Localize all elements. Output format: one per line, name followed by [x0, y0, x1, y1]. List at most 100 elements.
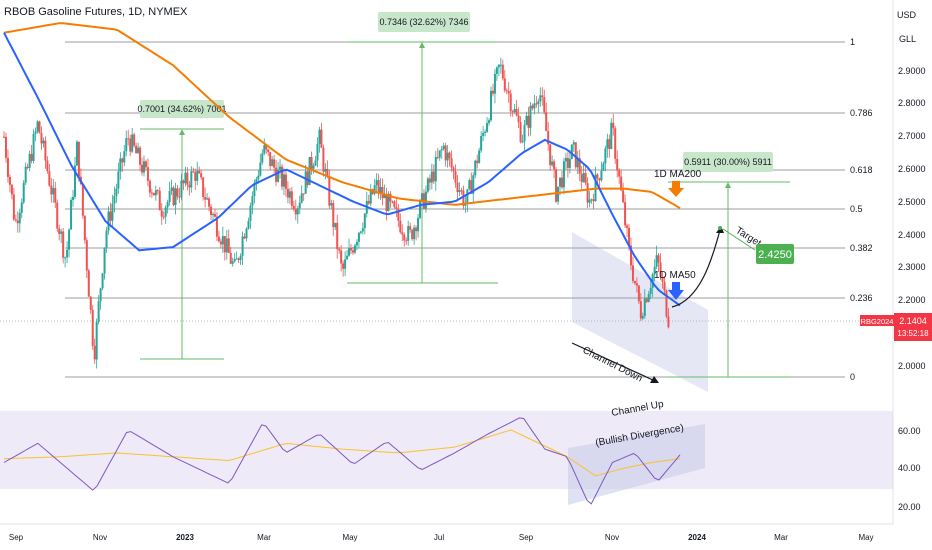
candle-body [109, 211, 112, 221]
candle-body [298, 202, 301, 209]
candle-body [588, 199, 591, 203]
candle-body [127, 138, 130, 140]
candle-body [519, 122, 522, 143]
symbol-badge [860, 315, 894, 326]
candle-body [582, 173, 585, 182]
candle-body [470, 180, 473, 194]
candle-body [322, 147, 325, 172]
candle-body [570, 144, 573, 160]
candle-body [417, 217, 420, 232]
candle-body [493, 73, 496, 94]
ma200-arrow-icon [668, 181, 684, 197]
candle-body [557, 186, 560, 202]
candle-body [448, 152, 451, 159]
candle-body [62, 231, 65, 258]
candle-body [462, 190, 465, 206]
candle-body [517, 115, 520, 123]
candle-body [507, 90, 510, 94]
price-axis[interactable]: 2.9000 2.8000 2.7000 2.6000 2.5000 2.400… [898, 66, 926, 371]
candle-body [253, 183, 256, 197]
candle-body [562, 161, 565, 188]
target-badge-text: 2.4250 [758, 249, 792, 261]
candle-body [560, 177, 563, 188]
candle-body [501, 64, 504, 79]
candle-body [645, 298, 648, 302]
candle-body [509, 93, 512, 112]
fib-label-05: 0.5 [850, 204, 863, 214]
time-axis[interactable]: Sep Nov 2023 Mar May Jul Sep Nov 2024 Ma… [9, 533, 874, 542]
candle-body [539, 95, 542, 102]
candle-body [265, 145, 268, 150]
candle-body [438, 150, 441, 158]
candle-body [521, 141, 524, 143]
candle-body [107, 211, 110, 231]
candle-body [206, 198, 209, 200]
candle-body [505, 90, 508, 92]
measure-box-1[interactable]: 0.7001 (34.62%) 7001 [137, 100, 227, 360]
candle-body [436, 157, 439, 159]
candle-body [160, 210, 163, 217]
candle-body [211, 213, 214, 216]
price-tick: 2.2000 [898, 295, 926, 305]
candle-body [56, 202, 59, 229]
candle-body [405, 240, 408, 242]
unit-label[interactable]: GLL [898, 34, 916, 44]
candle-body [434, 157, 437, 182]
target-line [722, 228, 756, 251]
candle-body [32, 133, 35, 161]
candle-body [586, 183, 589, 203]
candle-body [612, 122, 615, 129]
candle-body [350, 248, 353, 251]
candle-body [105, 230, 108, 248]
candle-body [255, 179, 258, 184]
candle-body [598, 178, 601, 181]
candle-body [152, 192, 155, 196]
candle-body [407, 226, 410, 241]
candle-body [12, 194, 15, 220]
target-badge [756, 244, 794, 264]
candle-body [83, 215, 86, 241]
candle-body [430, 171, 433, 183]
rsi-axis[interactable]: 60.00 40.00 20.00 [898, 426, 921, 512]
candle-body [18, 212, 21, 224]
candle-body [85, 240, 88, 271]
candle-body [162, 216, 165, 218]
candle-body [213, 213, 216, 217]
candle-body [555, 169, 558, 202]
currency-label[interactable]: USD [896, 10, 916, 20]
candle-body [233, 258, 236, 262]
candle-body [261, 153, 264, 163]
candle-body [284, 174, 287, 189]
candle-body [596, 174, 599, 179]
measure-box-3[interactable]: 0.5911 (30.00%) 5911 [668, 152, 790, 378]
candle-body [482, 132, 485, 136]
candle-body [200, 173, 203, 178]
candle-body [271, 159, 274, 167]
candle-body [87, 270, 90, 297]
candle-body [622, 190, 625, 203]
fib-label-0786: 0.786 [850, 108, 873, 118]
candle-body [667, 316, 670, 328]
candle-body [635, 283, 638, 286]
ma50-label: 1D MA50 [654, 270, 696, 281]
fib-label-0618: 0.618 [850, 165, 873, 175]
candle-body [484, 131, 487, 133]
candle-body [202, 177, 205, 198]
target-dot [718, 226, 722, 230]
candle-body [89, 296, 92, 310]
candle-body [148, 180, 151, 193]
candle-body [403, 234, 406, 241]
measure-box-2[interactable]: 0.7346 (32.62%) 7346 [347, 12, 498, 284]
candle-body [54, 188, 57, 203]
candle-body [559, 177, 562, 187]
candle-body [535, 103, 538, 105]
candle-body [452, 167, 455, 172]
time-tick: Mar [257, 533, 271, 542]
candle-body [369, 189, 372, 204]
candle-body [290, 191, 293, 206]
candle-body [355, 241, 358, 246]
candle-body [75, 141, 78, 166]
candle-body [446, 152, 449, 161]
candle-body [223, 236, 226, 253]
